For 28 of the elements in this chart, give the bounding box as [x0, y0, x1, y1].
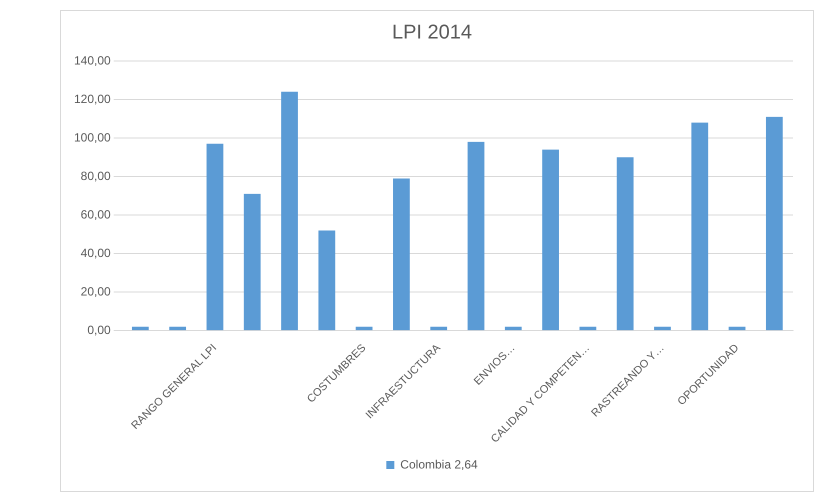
bar: [616, 157, 634, 330]
y-tick-label: 40,00: [80, 246, 112, 260]
y-tick-label: 120,00: [74, 92, 112, 106]
bar: [504, 326, 522, 330]
bar: [468, 142, 484, 330]
bar: [766, 116, 783, 330]
bar: [542, 150, 559, 330]
bar: [430, 326, 448, 330]
bar: [318, 230, 336, 330]
y-tick-label: 80,00: [80, 168, 112, 183]
bar: [654, 326, 671, 330]
bar: [579, 326, 596, 330]
bar: [206, 144, 224, 330]
y-tick-label: 0,00: [87, 322, 112, 337]
bar: [244, 194, 261, 330]
bar: [169, 326, 186, 330]
bar: [393, 178, 410, 330]
bar: [281, 92, 298, 330]
bar: [356, 326, 373, 330]
y-tick-label: 60,00: [80, 207, 112, 222]
y-tick-label: 140,00: [74, 53, 112, 68]
legend-label: Colombia 2,64: [400, 457, 478, 472]
chart-title: LPI 2014: [392, 22, 472, 44]
bar: [132, 326, 149, 330]
bar: [728, 326, 746, 330]
y-tick-label: 20,00: [80, 284, 112, 298]
y-tick-label: 100,00: [74, 130, 112, 144]
bar: [691, 122, 708, 330]
